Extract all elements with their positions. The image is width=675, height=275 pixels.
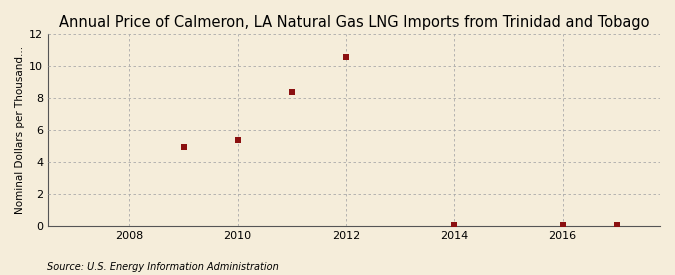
Title: Annual Price of Calmeron, LA Natural Gas LNG Imports from Trinidad and Tobago: Annual Price of Calmeron, LA Natural Gas… xyxy=(59,15,649,30)
Y-axis label: Nominal Dollars per Thousand...: Nominal Dollars per Thousand... xyxy=(15,46,25,214)
Point xyxy=(612,223,622,227)
Point xyxy=(557,223,568,227)
Point xyxy=(341,55,352,59)
Text: Source: U.S. Energy Information Administration: Source: U.S. Energy Information Administ… xyxy=(47,262,279,272)
Point xyxy=(178,144,189,149)
Point xyxy=(449,223,460,227)
Point xyxy=(286,89,297,94)
Point xyxy=(232,137,243,142)
